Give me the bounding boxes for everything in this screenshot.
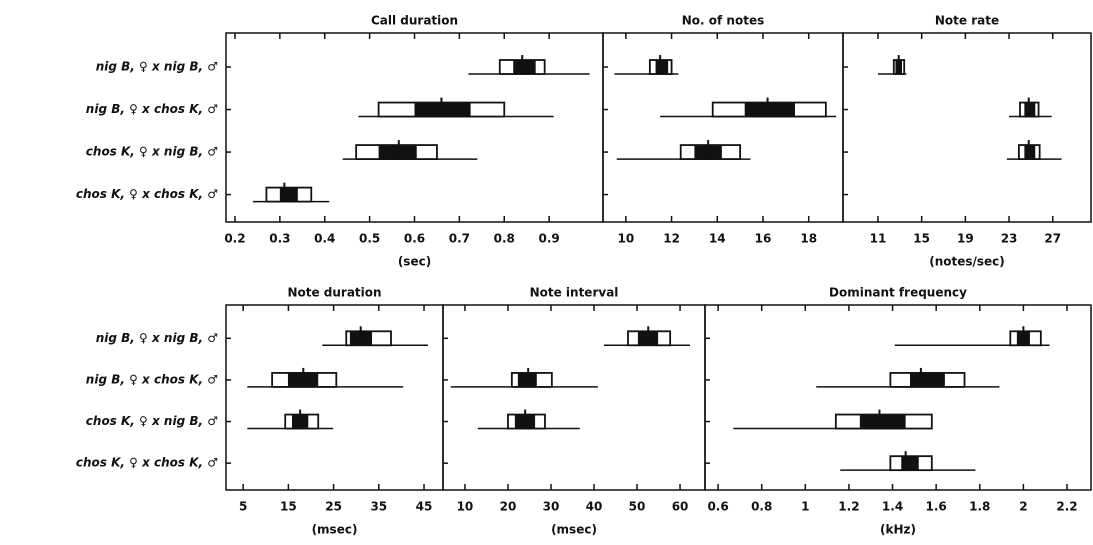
inner-box <box>909 372 945 387</box>
inner-box <box>1024 102 1036 117</box>
x-tick-label: 1 <box>801 500 809 514</box>
inner-box <box>655 60 669 75</box>
category-label: nig B, ♀ x chos K, ♂ <box>86 102 218 116</box>
x-tick-label: 50 <box>629 500 646 514</box>
inner-box <box>414 102 471 117</box>
x-tick-label: 15 <box>280 500 297 514</box>
category-label: chos K, ♀ x chos K, ♂ <box>76 456 218 470</box>
x-tick-label: 23 <box>1001 232 1018 246</box>
panel-frame <box>225 304 444 491</box>
x-tick-label: 18 <box>800 232 817 246</box>
x-tick-label: 1.2 <box>838 500 859 514</box>
category-label: chos K, ♀ x nig B, ♂ <box>86 414 218 428</box>
x-axis-label: (msec) <box>312 523 358 537</box>
x-tick-label: 60 <box>672 500 689 514</box>
panel-title: Note interval <box>530 286 619 300</box>
x-tick-label: 40 <box>586 500 603 514</box>
inner-box <box>859 414 906 429</box>
x-tick-label: 0.7 <box>449 232 470 246</box>
x-tick-label: 14 <box>709 232 726 246</box>
inner-box <box>513 60 536 75</box>
inner-box <box>744 102 795 117</box>
x-tick-label: 15 <box>913 232 930 246</box>
x-tick-label: 16 <box>755 232 772 246</box>
x-axis-label: (kHz) <box>880 523 916 537</box>
panel-title: Note duration <box>287 286 381 300</box>
category-label: nig B, ♀ x nig B, ♂ <box>96 60 218 74</box>
x-tick-label: 27 <box>1044 232 1061 246</box>
x-tick-label: 11 <box>870 232 887 246</box>
x-axis-label: (sec) <box>398 255 431 269</box>
x-tick-label: 0.8 <box>751 500 772 514</box>
category-label: nig B, ♀ x nig B, ♂ <box>96 331 218 345</box>
x-tick-label: 5 <box>239 500 247 514</box>
x-tick-label: 0.4 <box>314 232 335 246</box>
x-tick-label: 0.3 <box>269 232 290 246</box>
x-tick-label: 1.8 <box>969 500 990 514</box>
panel-frame <box>704 304 1092 491</box>
panel-frame <box>842 32 1092 223</box>
category-label: nig B, ♀ x chos K, ♂ <box>86 372 218 386</box>
x-tick-label: 45 <box>416 500 433 514</box>
x-tick-label: 1.4 <box>882 500 903 514</box>
panel-title: No. of notes <box>682 14 764 28</box>
inner-box <box>1024 145 1036 160</box>
x-tick-label: 0.6 <box>404 232 425 246</box>
category-label: chos K, ♀ x nig B, ♂ <box>86 145 218 159</box>
x-tick-label: 10 <box>618 232 635 246</box>
panel-title: Call duration <box>371 14 458 28</box>
x-tick-label: 0.5 <box>359 232 380 246</box>
panel-title: Dominant frequency <box>829 286 967 300</box>
x-tick-label: 30 <box>543 500 560 514</box>
x-tick-label: 0.6 <box>707 500 728 514</box>
x-tick-label: 0.9 <box>539 232 560 246</box>
x-tick-label: 2 <box>1019 500 1027 514</box>
x-tick-label: 20 <box>500 500 517 514</box>
x-tick-label: 25 <box>325 500 342 514</box>
panel-frame <box>602 32 844 223</box>
x-tick-label: 0.2 <box>224 232 245 246</box>
panel-title: Note rate <box>935 14 999 28</box>
x-tick-label: 35 <box>370 500 387 514</box>
x-tick-label: 2.2 <box>1056 500 1077 514</box>
x-tick-label: 1.6 <box>926 500 947 514</box>
category-label: chos K, ♀ x chos K, ♂ <box>76 187 218 201</box>
x-tick-label: 12 <box>663 232 680 246</box>
inner-box <box>378 145 417 160</box>
x-tick-label: 0.8 <box>494 232 515 246</box>
inner-box <box>901 456 919 471</box>
x-tick-label: 19 <box>957 232 974 246</box>
x-tick-label: 10 <box>457 500 474 514</box>
inner-box <box>279 187 298 202</box>
x-axis-label: (notes/sec) <box>929 255 1005 269</box>
x-axis-label: (msec) <box>551 523 597 537</box>
